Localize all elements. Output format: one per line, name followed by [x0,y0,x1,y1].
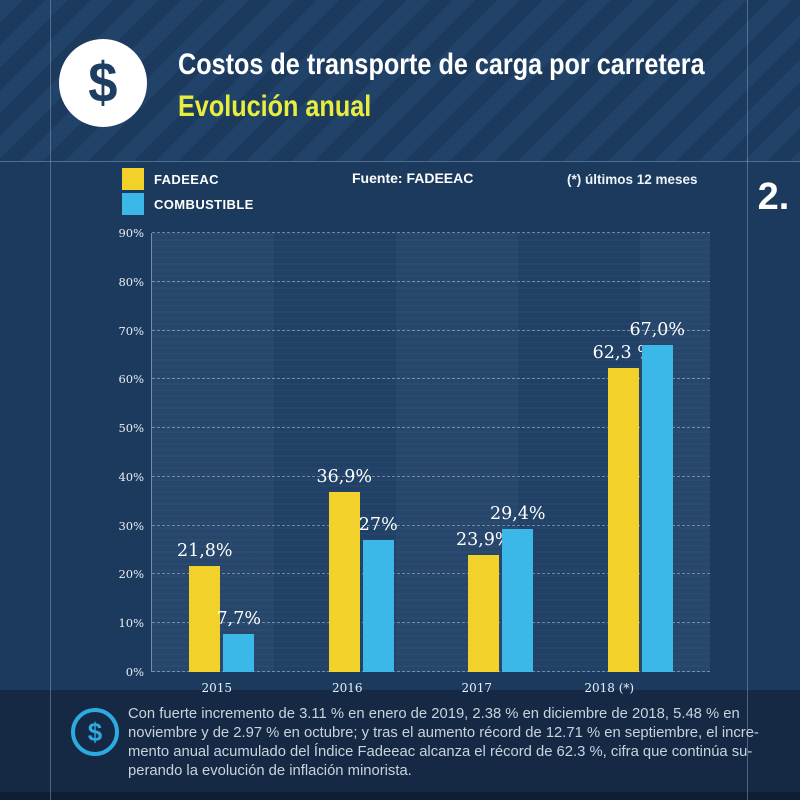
bar-combustible-2018: 67,0% [629,320,685,672]
bar-group-2016: 36,9% 27% 2016 [292,233,432,695]
y-tick-label-20: 20% [118,567,144,582]
left-divider-line [50,0,51,800]
y-tick-label-80: 80% [118,274,144,289]
grid-line-60 [152,378,710,380]
right-divider-line [747,0,748,800]
grid-line-0 [152,671,710,672]
legend-label-fadeeac: FADEEAC [154,171,219,187]
legend-item-combustible: COMBUSTIBLE [122,193,254,215]
footer-dollar-icon: $ [71,708,119,756]
bar-value-label: 62,3 % [592,343,654,364]
bar-group-2018: 62,3 % 67,0% 2018 (*) [571,233,711,695]
page-subtitle: Evolución anual [178,90,372,123]
legend-label-combustible: COMBUSTIBLE [154,196,254,212]
grid-line-40 [152,475,710,477]
bar-fadeeac-2017: 23,9% [456,530,512,672]
bar-value-label: 23,9% [455,530,512,551]
bar-group-2017: 23,9% 29,4% 2017 [431,233,571,695]
bar-combustible-2017: 29,4% [490,504,546,672]
y-axis-labels: 0% 10% 20% 30% 40% 50% 60% 70% 80% 90% [96,226,144,679]
source-label: Fuente: FADEEAC [352,170,474,186]
bar-fill [328,492,360,672]
footer-panel [0,690,800,792]
bar-combustible-2016: 27% [359,515,398,672]
bar-fadeeac-2015: 21,8% [177,541,233,672]
header-divider-line [0,161,800,162]
bar-group-2015: 21,8% 7,7% 2015 [152,233,292,695]
bar-fill [468,555,500,672]
grid-line-10 [152,622,710,624]
legend-swatch-fadeeac [122,168,144,190]
y-tick-label-60: 60% [118,372,144,387]
y-tick-label-90: 90% [118,226,144,240]
y-tick-label-40: 40% [118,469,144,484]
footer-text: Con fuerte incremento de 3.11 % en enero… [128,706,759,779]
bar-fill [189,565,221,672]
bar-fadeeac-2018: 62,3 % [593,343,654,672]
dollar-icon: $ [59,39,147,127]
bar-fill [362,540,394,672]
grid-line-50 [152,427,710,429]
section-number: 2. [757,175,790,218]
bar-value-label: 7,7% [216,609,261,630]
bar-value-label: 67,0% [629,320,686,341]
grid-line-80 [152,280,710,282]
bar-fill [641,345,673,672]
legend-item-fadeeac: FADEEAC [122,168,219,190]
bottom-strip [0,792,800,800]
y-tick-label-30: 30% [118,518,144,533]
grid-line-20 [152,573,710,575]
bar-fill [223,634,255,672]
dollar-glyph: $ [88,50,118,115]
bar-fill [607,368,639,672]
y-tick-label-10: 10% [118,616,144,631]
plot-area: 21,8% 7,7% 2015 36,9% 27% 2016 23,9% 29,4% 2017 6… [151,232,711,695]
grid-line-30 [152,524,710,526]
x-tick-label-2015: 2015 [201,681,233,695]
y-axis-line [151,233,152,672]
y-tick-label-50: 50% [118,421,144,436]
footnote-label: (*) últimos 12 meses [567,172,698,187]
y-tick-label-0: 0% [125,665,144,679]
x-tick-label-2018: 2018 (*) [584,681,635,695]
legend-swatch-combustible [122,193,144,215]
bar-fill [502,528,534,672]
x-tick-label-2016: 2016 [331,681,363,695]
page-title: Costos de transporte de carga por carret… [178,48,705,81]
bar-value-label: 27% [358,515,398,536]
dollar-glyph: $ [87,717,103,747]
bar-value-label: 36,9% [316,467,373,488]
grid-line-70 [152,329,710,331]
bar-combustible-2015: 7,7% [217,609,261,672]
bar-value-label: 21,8% [176,540,233,561]
bar-fadeeac-2016: 36,9% [316,467,372,672]
x-tick-label-2017: 2017 [461,681,493,695]
grid-line-90 [152,232,710,233]
y-tick-label-70: 70% [118,323,144,338]
bar-value-label: 29,4% [489,503,546,524]
